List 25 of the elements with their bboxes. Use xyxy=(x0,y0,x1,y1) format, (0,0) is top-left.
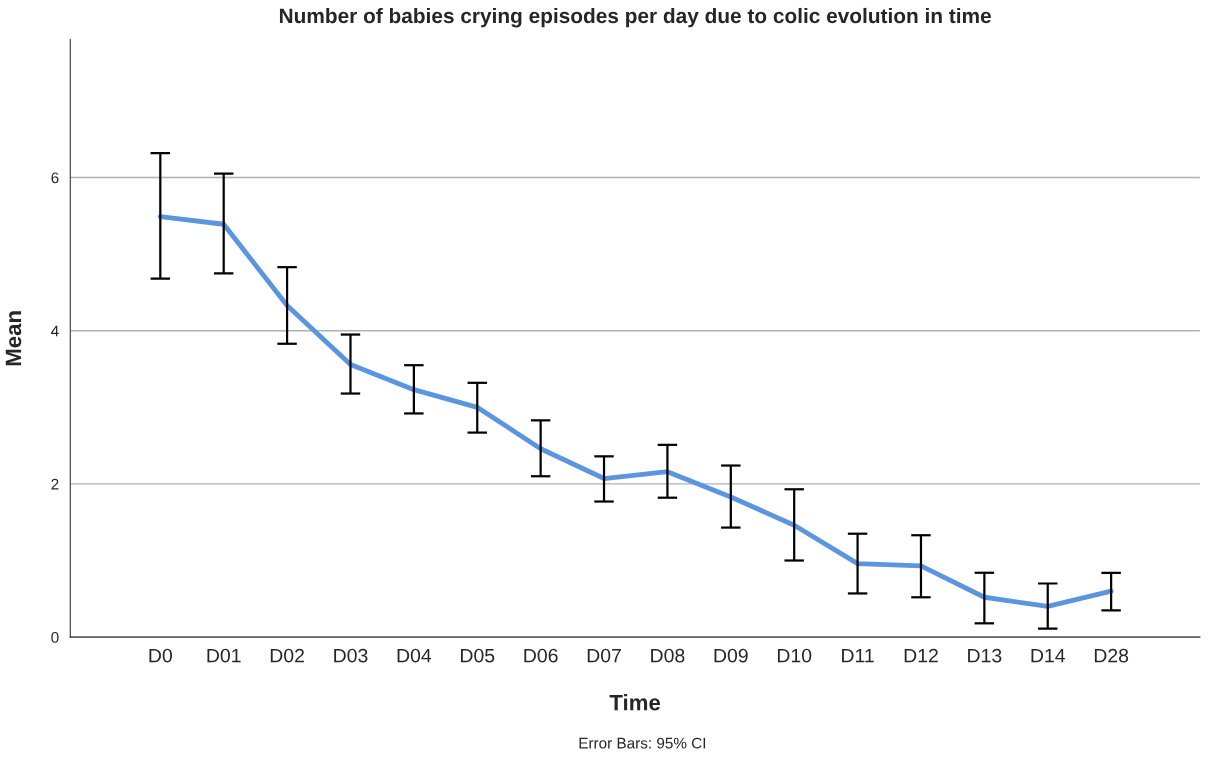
line-series xyxy=(157,214,1114,609)
x-tick-label: D0 xyxy=(149,648,172,663)
x-tick-label: D11 xyxy=(842,648,874,663)
x-axis-title: Time xyxy=(609,694,661,711)
x-tick-label: D06 xyxy=(524,648,558,663)
x-tick-label: D03 xyxy=(334,648,368,663)
x-tick-label: D13 xyxy=(968,648,1002,663)
y-tick-label: 2 xyxy=(51,478,59,490)
x-tick-label: D04 xyxy=(397,648,432,663)
y-axis-title: Mean xyxy=(5,311,22,366)
x-tick-label: D08 xyxy=(651,648,685,663)
x-tick-label: D09 xyxy=(714,648,748,663)
x-tick-label: D01 xyxy=(207,648,241,663)
text: Error Bars: 95% CI xyxy=(579,737,706,749)
x-tick-label: D28 xyxy=(1094,648,1129,663)
y-tick-label: 0 xyxy=(51,631,59,643)
x-tick-label: D05 xyxy=(461,648,495,663)
x-tick-label: D02 xyxy=(270,648,304,663)
y-tick-label: 4 xyxy=(51,325,59,337)
x-tick-label: D12 xyxy=(904,648,938,663)
x-tick-label: D14 xyxy=(1031,648,1066,663)
chart-title: Number of babies crying episodes per day due to colic evolution in time xyxy=(279,7,991,28)
x-tick-label: D10 xyxy=(777,648,812,663)
y-tick-label: 6 xyxy=(51,172,59,184)
x-tick-label: D07 xyxy=(587,648,621,663)
